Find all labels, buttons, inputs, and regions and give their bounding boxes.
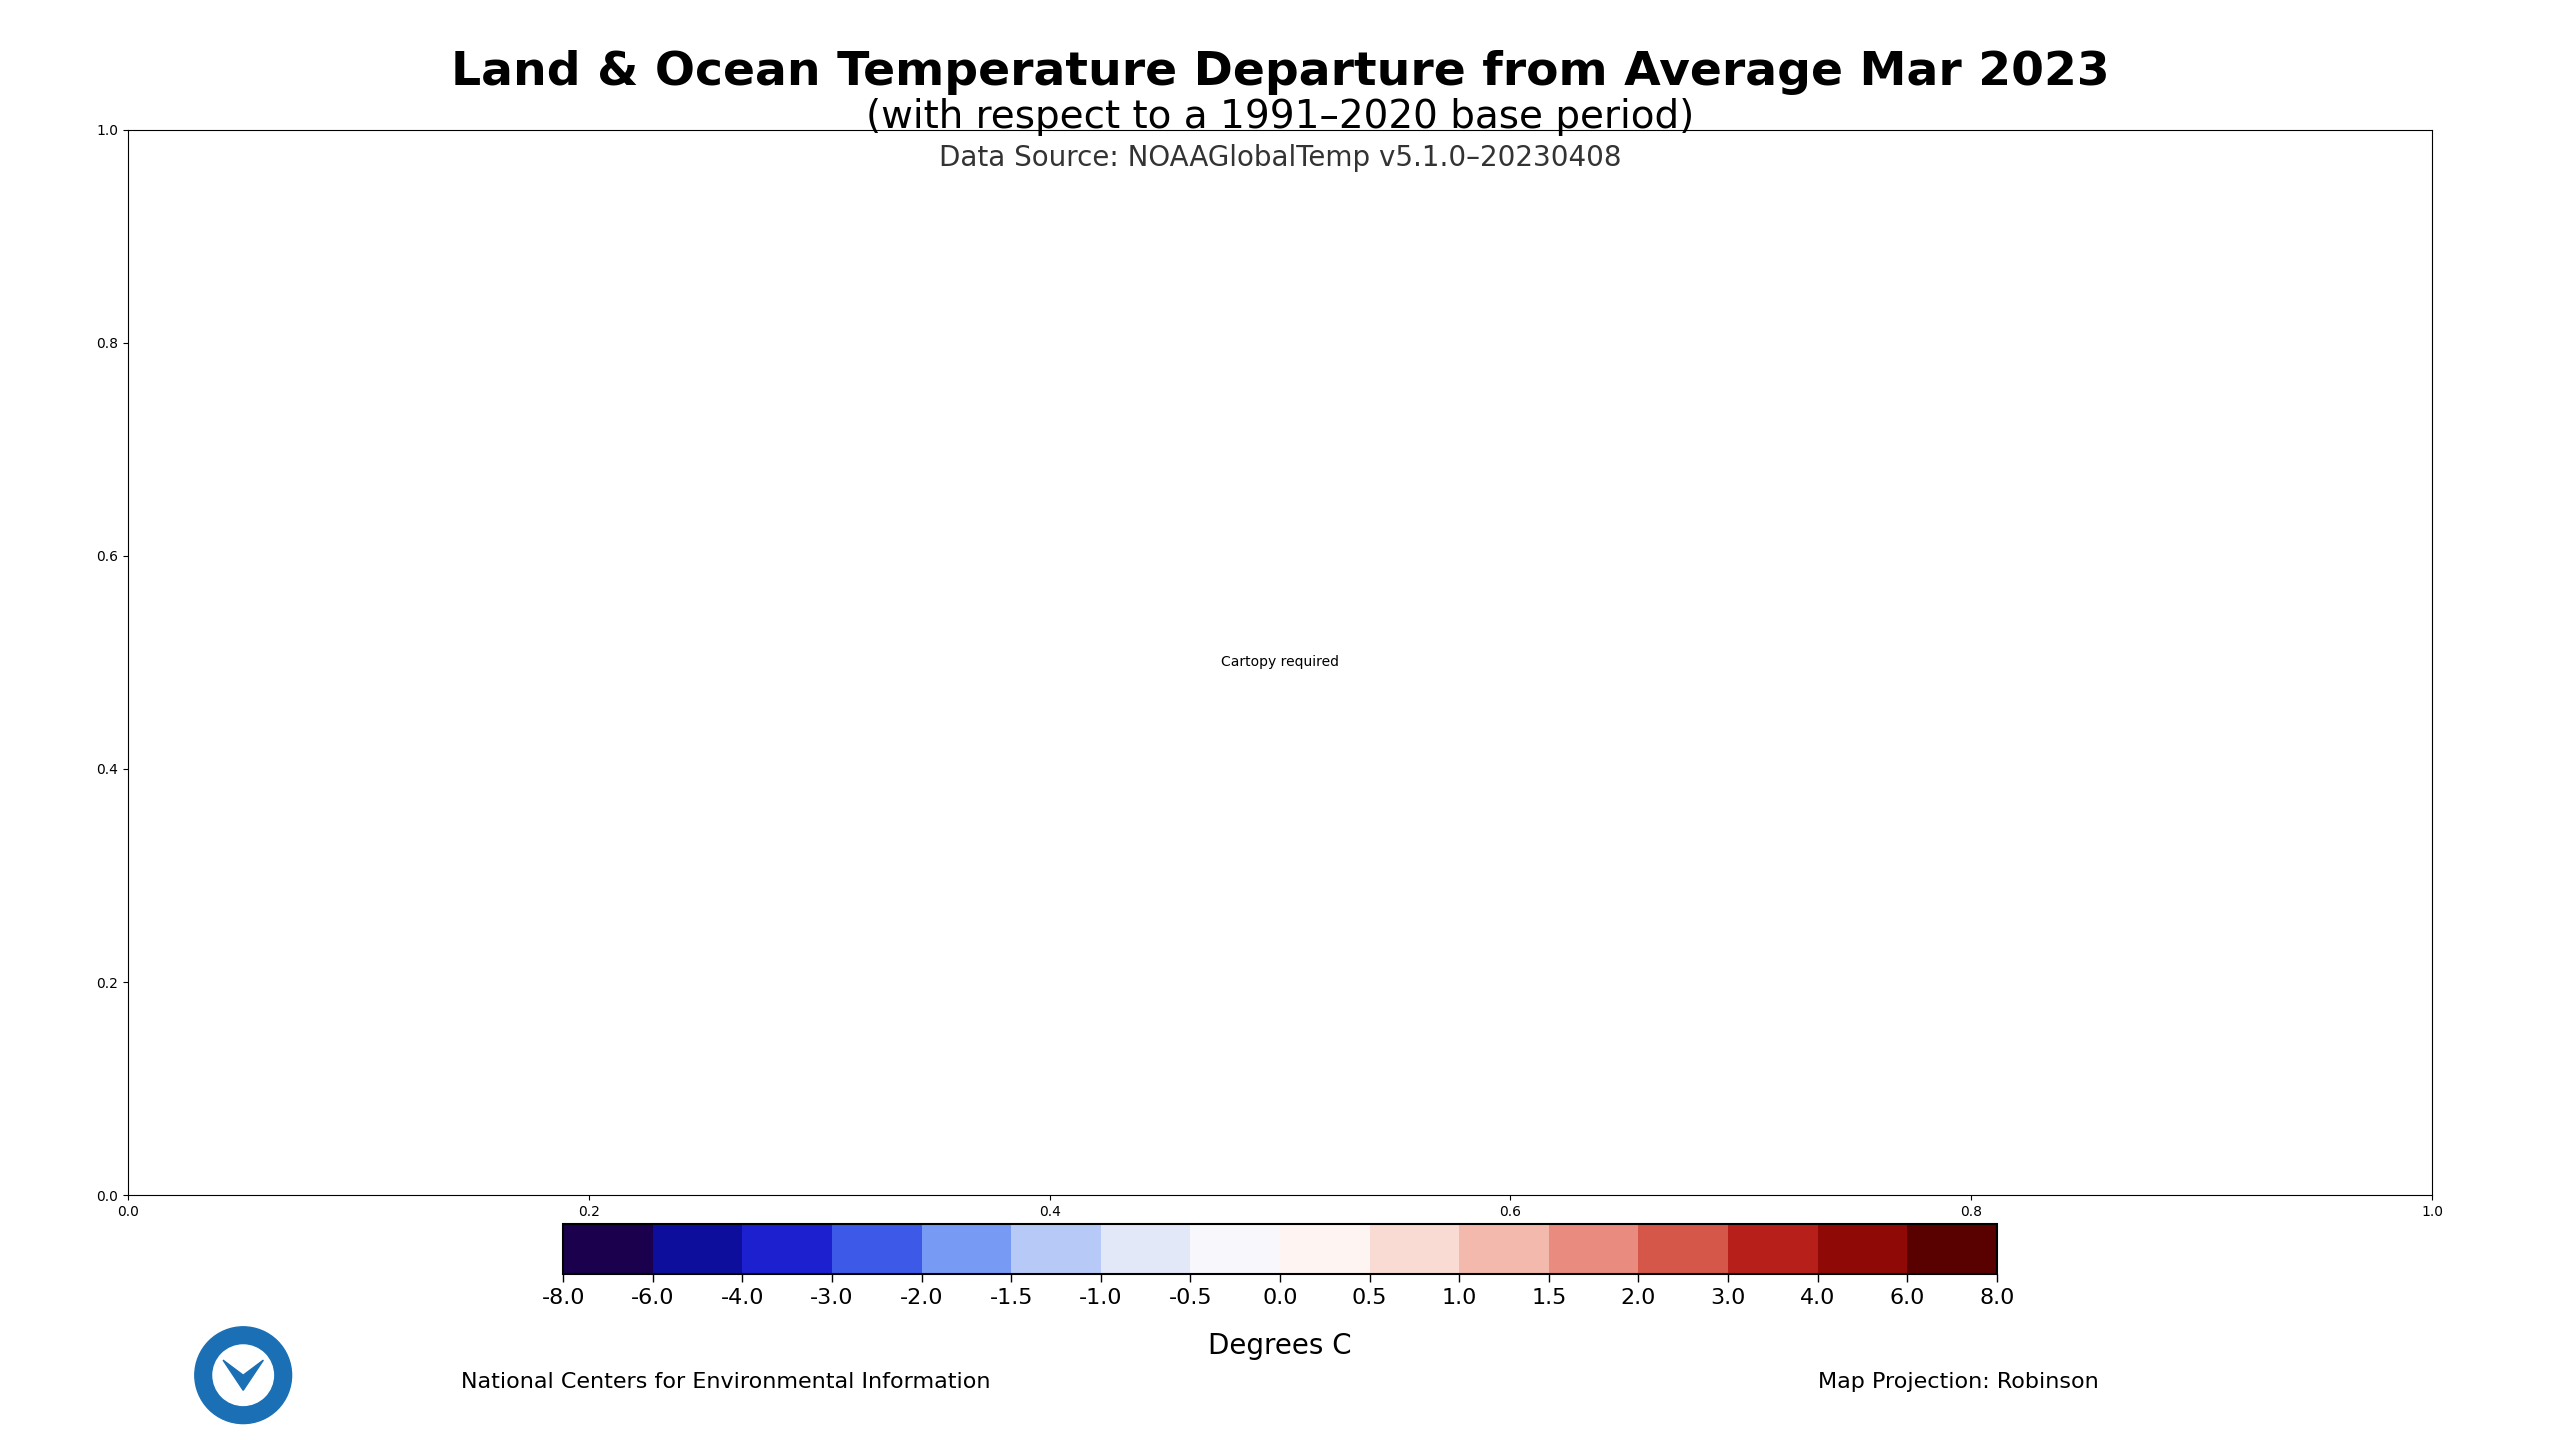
Text: Land & Ocean Temperature Departure from Average Mar 2023: Land & Ocean Temperature Departure from … [451, 50, 2109, 95]
Text: (with respect to a 1991–2020 base period): (with respect to a 1991–2020 base period… [865, 98, 1695, 135]
Text: National Centers for Environmental Information: National Centers for Environmental Infor… [461, 1372, 991, 1392]
Circle shape [195, 1326, 292, 1424]
Polygon shape [223, 1359, 264, 1391]
Circle shape [212, 1345, 274, 1405]
Text: Map Projection: Robinson: Map Projection: Robinson [1818, 1372, 2099, 1392]
Text: Degrees C: Degrees C [1208, 1332, 1352, 1359]
Text: Cartopy required: Cartopy required [1221, 655, 1339, 670]
Text: Data Source: NOAAGlobalTemp v5.1.0–20230408: Data Source: NOAAGlobalTemp v5.1.0–20230… [940, 144, 1620, 171]
